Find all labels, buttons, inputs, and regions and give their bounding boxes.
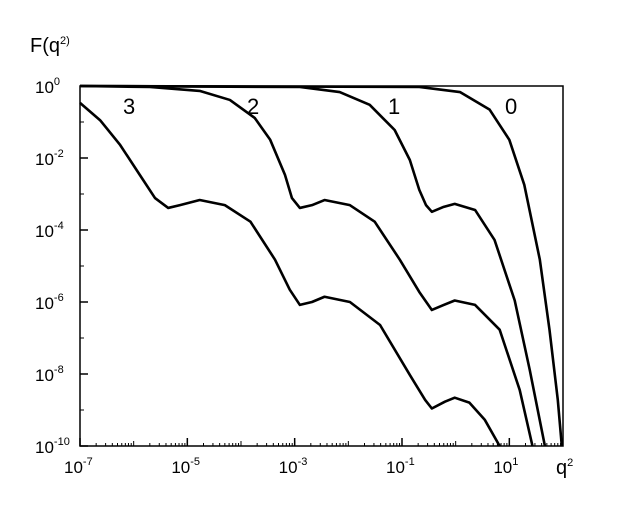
x-tick-label: 101	[493, 456, 518, 477]
curve	[79, 84, 564, 447]
curve-label: 0	[505, 94, 517, 119]
y-tick-label: 10-6	[35, 292, 64, 313]
y-tick-label: 10-2	[35, 148, 64, 169]
curve-label: 1	[388, 94, 400, 119]
y-axis-label: F(q2)	[30, 35, 70, 57]
x-axis-label: q2	[556, 457, 573, 479]
y-tick-label: 10-10	[35, 436, 70, 457]
curve-label: 3	[123, 94, 135, 119]
curve	[79, 84, 547, 447]
x-tick-label: 10-5	[171, 456, 200, 477]
y-tick-label: 10-8	[35, 364, 64, 385]
x-tick-label: 10-3	[279, 456, 308, 477]
y-tick-label: 100	[35, 76, 60, 97]
curve	[79, 101, 501, 447]
x-tick-label: 10-7	[64, 456, 93, 477]
curve	[79, 84, 534, 447]
x-tick-label: 10-1	[386, 456, 415, 477]
curve-label: 2	[247, 94, 259, 119]
y-tick-label: 10-4	[35, 220, 64, 241]
plot-frame	[79, 85, 564, 447]
